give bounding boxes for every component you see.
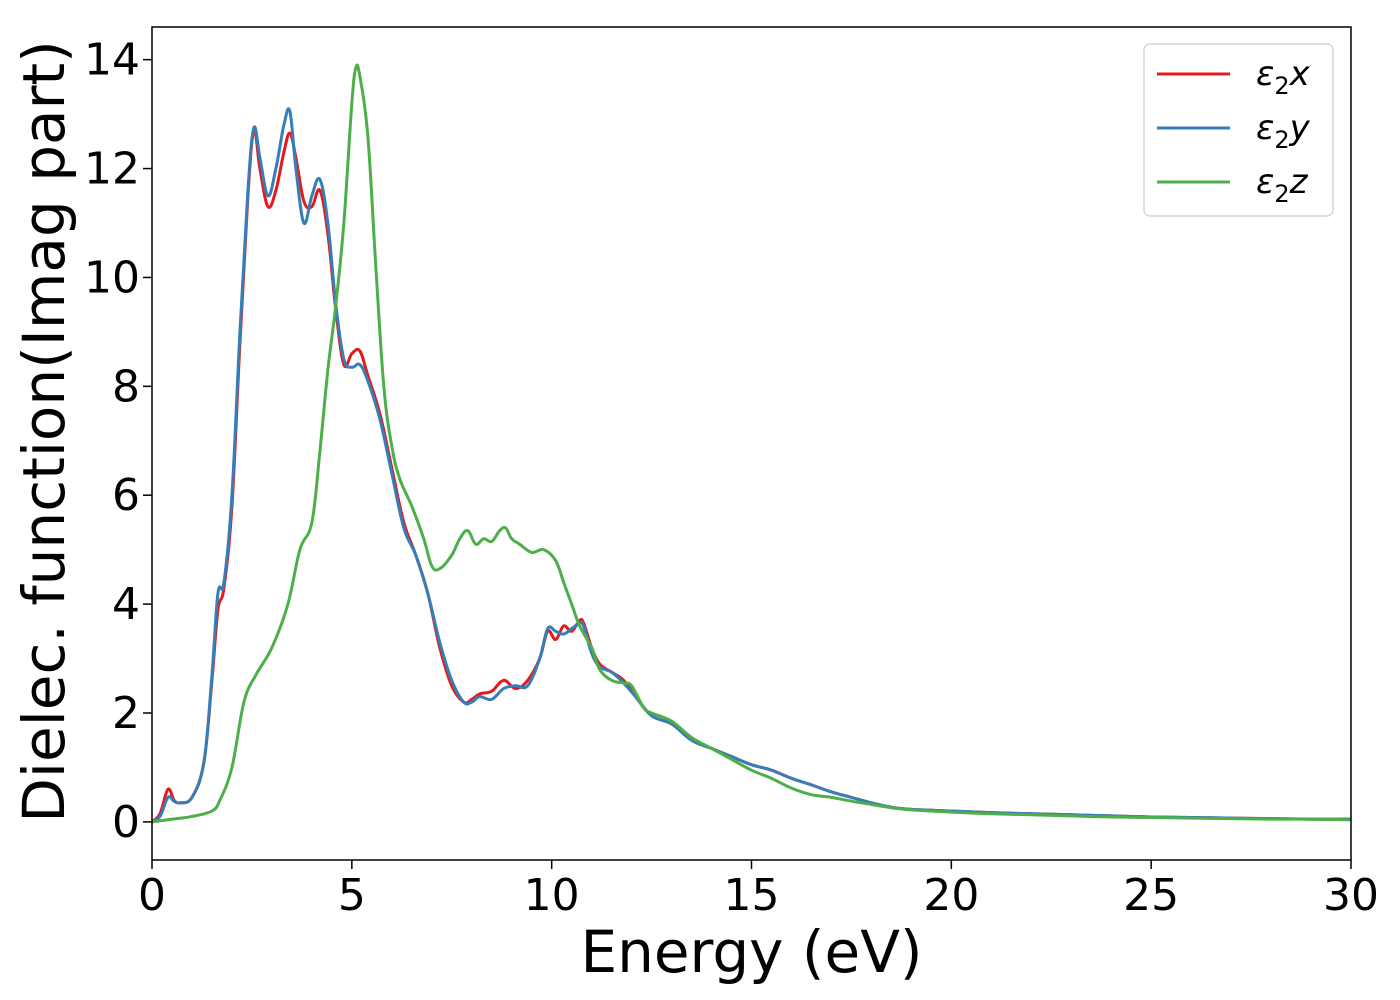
x-tick-label: 10 xyxy=(524,870,580,921)
legend-box xyxy=(1143,43,1334,217)
y-tick-label: 2 xyxy=(112,688,140,739)
series-line-y xyxy=(152,107,1351,824)
legend-label-x: ε2x xyxy=(1256,54,1311,100)
x-tick-label: 30 xyxy=(1323,870,1379,921)
x-tick-label: 5 xyxy=(338,870,366,921)
legend-label-y: ε2y xyxy=(1256,108,1311,154)
y-tick-label: 10 xyxy=(84,252,140,303)
y-tick-label: 8 xyxy=(112,361,140,412)
y-tick-label: 12 xyxy=(84,144,140,195)
x-tick-label: 20 xyxy=(923,870,979,921)
x-tick-label: 15 xyxy=(724,870,780,921)
y-ticks: 0 2 4 6 8 10 12 14 xyxy=(84,35,152,848)
y-axis-title: Dielec. function(Imag part) xyxy=(10,40,78,823)
y-tick-label: 4 xyxy=(112,579,140,630)
legend: ε2x ε2y ε2z xyxy=(1143,43,1334,217)
legend-label-z: ε2z xyxy=(1256,162,1309,208)
y-tick-label: 6 xyxy=(112,470,140,521)
legend-items: ε2x ε2y ε2z xyxy=(1157,54,1311,208)
x-axis-title: Energy (eV) xyxy=(580,918,922,986)
series-line-x xyxy=(152,128,1351,824)
y-tick-label: 0 xyxy=(112,797,140,848)
series-line-z xyxy=(152,63,1351,824)
y-tick-label: 14 xyxy=(84,35,140,86)
x-tick-label: 25 xyxy=(1123,870,1179,921)
x-ticks: 0 5 10 15 20 25 30 xyxy=(138,860,1379,921)
series-layer xyxy=(152,63,1351,824)
x-tick-label: 0 xyxy=(138,870,166,921)
